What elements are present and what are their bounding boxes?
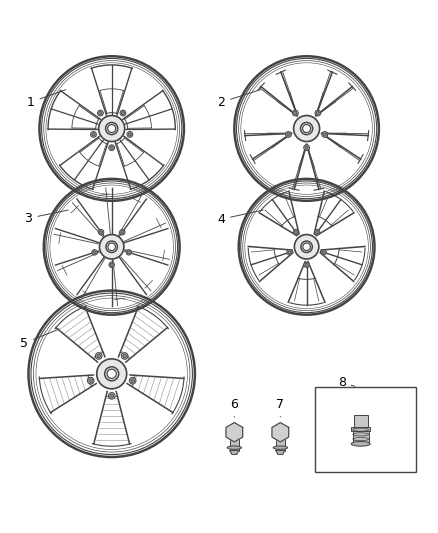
Bar [276, 432, 285, 450]
Circle shape [121, 111, 124, 115]
Circle shape [92, 249, 97, 255]
Circle shape [97, 359, 127, 389]
Circle shape [99, 111, 102, 115]
Circle shape [131, 379, 134, 383]
Circle shape [129, 377, 136, 384]
Circle shape [287, 249, 292, 255]
Circle shape [293, 230, 299, 235]
Circle shape [121, 231, 124, 234]
Circle shape [288, 251, 291, 254]
Circle shape [105, 367, 119, 381]
Circle shape [110, 394, 113, 398]
Circle shape [99, 231, 102, 234]
Polygon shape [226, 423, 243, 442]
Circle shape [98, 110, 103, 116]
Bar [353, 415, 368, 426]
Circle shape [89, 379, 92, 383]
Bar [315, 387, 416, 472]
Circle shape [294, 235, 319, 259]
Circle shape [99, 235, 124, 259]
Circle shape [301, 241, 312, 253]
Circle shape [123, 354, 127, 358]
Circle shape [300, 123, 313, 135]
Ellipse shape [351, 441, 370, 446]
Circle shape [303, 243, 311, 251]
Circle shape [97, 354, 101, 358]
Bar [351, 426, 370, 431]
Circle shape [95, 353, 102, 359]
Circle shape [322, 251, 325, 254]
Circle shape [110, 263, 113, 266]
Text: 8: 8 [338, 376, 355, 389]
Circle shape [286, 132, 291, 138]
Circle shape [293, 116, 320, 142]
Text: 7: 7 [276, 398, 284, 417]
Bar [230, 432, 239, 450]
Text: 5: 5 [20, 329, 59, 350]
Circle shape [287, 133, 290, 136]
Circle shape [109, 262, 114, 268]
Text: 2: 2 [217, 90, 261, 109]
Circle shape [316, 231, 319, 234]
Bar [353, 431, 368, 444]
Circle shape [127, 132, 133, 138]
Circle shape [120, 230, 125, 235]
Circle shape [305, 146, 308, 149]
Circle shape [322, 132, 328, 138]
Circle shape [121, 353, 128, 359]
Circle shape [304, 145, 310, 150]
Circle shape [88, 377, 94, 384]
Circle shape [107, 369, 116, 378]
Circle shape [110, 146, 113, 149]
Circle shape [108, 125, 116, 133]
Circle shape [293, 110, 298, 116]
Ellipse shape [273, 446, 287, 449]
Text: 6: 6 [230, 398, 238, 417]
Polygon shape [230, 450, 239, 455]
Circle shape [99, 230, 104, 235]
Circle shape [92, 133, 95, 136]
Circle shape [120, 110, 126, 116]
Circle shape [126, 249, 131, 255]
Circle shape [128, 133, 131, 136]
Circle shape [108, 392, 115, 399]
Circle shape [106, 123, 118, 135]
Circle shape [305, 263, 308, 266]
Circle shape [303, 125, 311, 133]
Circle shape [315, 110, 321, 116]
Circle shape [321, 249, 326, 255]
Circle shape [323, 133, 326, 136]
Circle shape [294, 111, 297, 115]
Polygon shape [276, 450, 285, 455]
Circle shape [127, 251, 130, 254]
Circle shape [91, 132, 96, 138]
Ellipse shape [227, 446, 242, 449]
Circle shape [108, 243, 116, 251]
Circle shape [106, 241, 117, 253]
Text: 3: 3 [25, 210, 68, 225]
Text: 1: 1 [27, 90, 66, 109]
Circle shape [99, 116, 125, 142]
Circle shape [294, 231, 297, 234]
Circle shape [109, 145, 115, 150]
Text: 4: 4 [217, 210, 263, 225]
Circle shape [93, 251, 96, 254]
Polygon shape [272, 423, 289, 442]
Circle shape [304, 262, 309, 268]
Circle shape [316, 111, 319, 115]
Circle shape [314, 230, 320, 235]
